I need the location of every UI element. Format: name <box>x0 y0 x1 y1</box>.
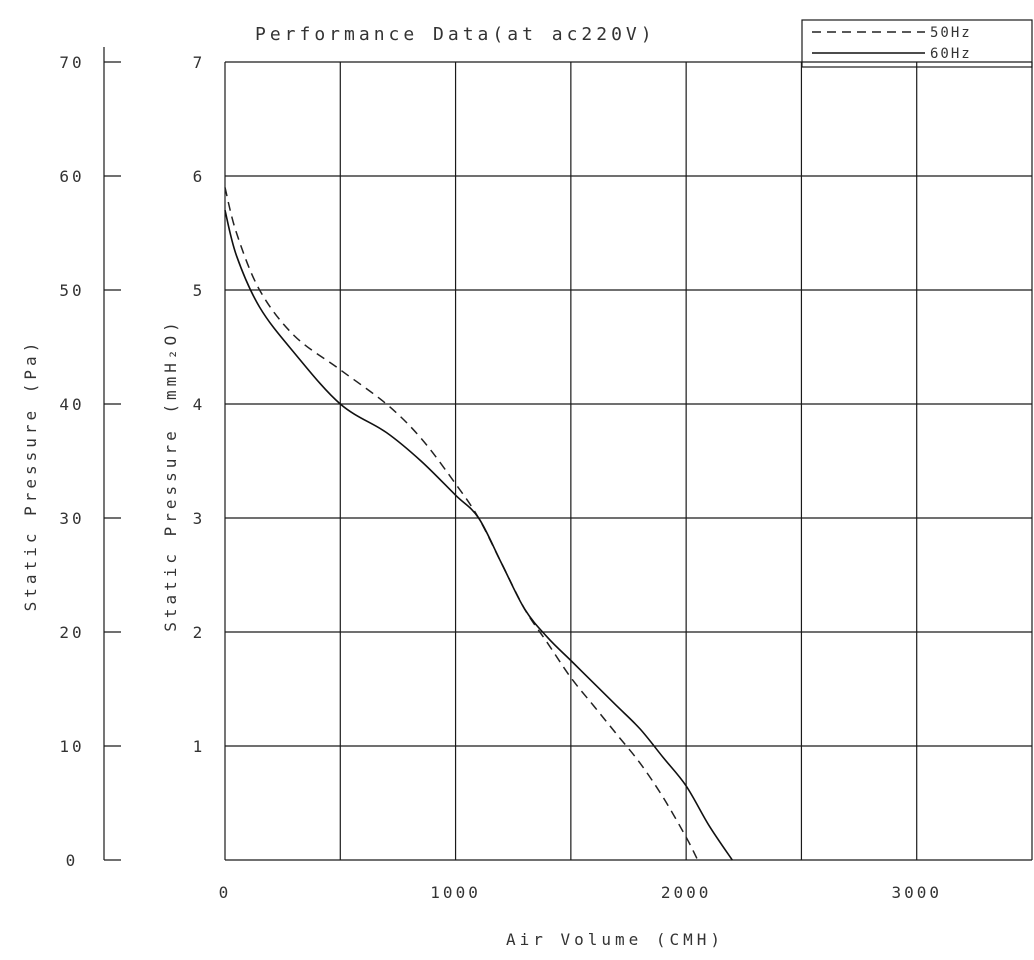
y-tick-label: 2 <box>193 623 206 642</box>
y-tick-label: 7 <box>193 53 206 72</box>
chart-title: Performance Data(at ac220V) <box>255 24 656 45</box>
secondary-y-tick-label: 40 <box>59 395 84 414</box>
x-tick-label: 3000 <box>891 883 942 902</box>
y-tick-label: 1 <box>193 737 206 756</box>
legend-label-60hz: 60Hz <box>930 46 972 62</box>
y-tick-label: 3 <box>193 509 206 528</box>
y-tick-label: 4 <box>193 395 206 414</box>
secondary-y-axis-title: Static Pressure (Pa) <box>21 339 40 612</box>
y-axis-title: Static Pressure (mmH₂O) <box>161 318 180 632</box>
x-axis-title: Air Volume (CMH) <box>506 930 724 949</box>
secondary-y-tick-label: 50 <box>59 281 84 300</box>
legend-label-50hz: 50Hz <box>930 25 972 41</box>
legend: 50Hz 60Hz <box>801 19 1033 68</box>
secondary-y-tick-label: 60 <box>59 167 84 186</box>
secondary-y-tick-label: 0 <box>66 851 79 870</box>
x-tick-label: 0 <box>219 883 232 902</box>
grid <box>224 61 1033 861</box>
series <box>224 187 733 861</box>
x-tick-label: 2000 <box>661 883 712 902</box>
series-line-60hz <box>224 210 733 861</box>
legend-box <box>801 19 1033 68</box>
y-tick-label: 5 <box>193 281 206 300</box>
secondary-y-tick-label: 70 <box>59 53 84 72</box>
secondary-y-tick-label: 30 <box>59 509 84 528</box>
y-tick-label: 6 <box>193 167 206 186</box>
secondary-y-tick-label: 20 <box>59 623 84 642</box>
series-line-50hz <box>224 187 699 861</box>
secondary-y-axis <box>103 47 121 861</box>
secondary-y-tick-label: 10 <box>59 737 84 756</box>
x-tick-label: 1000 <box>430 883 481 902</box>
